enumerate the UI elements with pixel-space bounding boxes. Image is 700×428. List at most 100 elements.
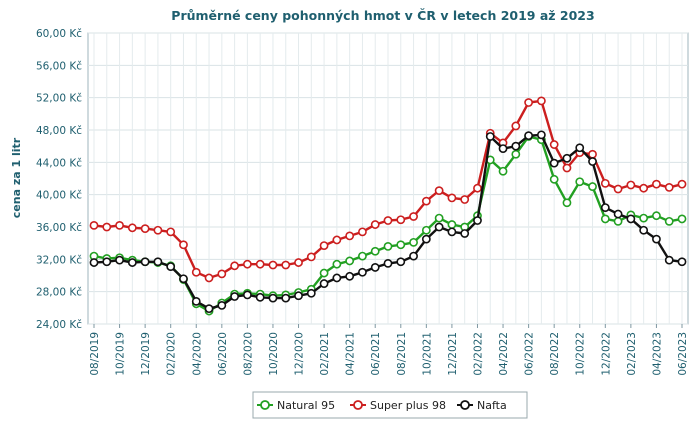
data-point[interactable] bbox=[421, 234, 431, 244]
data-point[interactable] bbox=[626, 214, 636, 224]
data-point[interactable] bbox=[345, 271, 355, 281]
data-point[interactable] bbox=[524, 131, 534, 141]
data-point[interactable] bbox=[140, 257, 150, 267]
data-point[interactable] bbox=[294, 258, 303, 267]
data-point[interactable] bbox=[319, 268, 329, 278]
legend-item[interactable]: Super plus 98 bbox=[350, 399, 446, 412]
data-point[interactable] bbox=[588, 149, 597, 159]
data-point[interactable] bbox=[204, 304, 214, 314]
data-point[interactable] bbox=[191, 267, 201, 277]
data-point[interactable] bbox=[332, 259, 342, 269]
data-point[interactable] bbox=[319, 241, 329, 250]
data-point[interactable] bbox=[562, 153, 572, 163]
data-point[interactable] bbox=[434, 213, 444, 223]
data-point[interactable] bbox=[166, 227, 176, 237]
data-point[interactable] bbox=[588, 182, 597, 191]
data-point[interactable] bbox=[421, 225, 431, 235]
data-point[interactable] bbox=[652, 179, 661, 189]
data-point[interactable] bbox=[677, 214, 687, 224]
data-point[interactable] bbox=[396, 257, 406, 267]
data-point[interactable] bbox=[549, 140, 559, 149]
legend-item[interactable]: Natural 95 bbox=[257, 399, 335, 412]
data-point[interactable] bbox=[217, 301, 227, 310]
data-point[interactable] bbox=[281, 260, 291, 270]
data-point[interactable] bbox=[255, 259, 265, 269]
data-point[interactable] bbox=[600, 178, 610, 188]
legend-item[interactable]: Nafta bbox=[457, 399, 507, 412]
data-point[interactable] bbox=[89, 258, 99, 267]
data-point[interactable] bbox=[281, 293, 291, 303]
data-point[interactable] bbox=[89, 220, 99, 230]
data-point[interactable] bbox=[460, 229, 470, 238]
data-point[interactable] bbox=[166, 262, 176, 272]
data-point[interactable] bbox=[639, 225, 649, 235]
data-point[interactable] bbox=[102, 222, 112, 232]
data-point[interactable] bbox=[409, 251, 418, 261]
data-point[interactable] bbox=[613, 216, 623, 226]
data-point[interactable] bbox=[396, 240, 406, 250]
data-point[interactable] bbox=[511, 141, 521, 151]
data-point[interactable] bbox=[242, 259, 252, 269]
data-point[interactable] bbox=[549, 158, 559, 168]
data-point[interactable] bbox=[652, 211, 661, 221]
data-point[interactable] bbox=[613, 209, 623, 219]
data-point[interactable] bbox=[575, 143, 585, 153]
data-point[interactable] bbox=[626, 180, 636, 190]
data-point[interactable] bbox=[600, 214, 610, 224]
data-point[interactable] bbox=[370, 246, 380, 256]
data-point[interactable] bbox=[549, 174, 559, 184]
data-point[interactable] bbox=[434, 222, 444, 232]
data-point[interactable] bbox=[306, 252, 316, 262]
data-point[interactable] bbox=[664, 255, 674, 265]
data-point[interactable] bbox=[268, 260, 278, 270]
data-point[interactable] bbox=[498, 166, 508, 176]
data-point[interactable] bbox=[664, 216, 674, 226]
data-point[interactable] bbox=[179, 274, 188, 284]
data-point[interactable] bbox=[332, 273, 342, 283]
data-point[interactable] bbox=[230, 292, 240, 301]
data-point[interactable] bbox=[153, 257, 163, 267]
data-point[interactable] bbox=[358, 251, 367, 261]
data-point[interactable] bbox=[345, 231, 355, 241]
data-point[interactable] bbox=[102, 257, 112, 267]
data-point[interactable] bbox=[664, 182, 674, 192]
data-point[interactable] bbox=[677, 179, 687, 189]
data-point[interactable] bbox=[677, 257, 687, 267]
data-point[interactable] bbox=[358, 267, 367, 277]
data-point[interactable] bbox=[396, 215, 406, 225]
data-point[interactable] bbox=[473, 183, 482, 193]
data-point[interactable] bbox=[191, 296, 201, 306]
data-point[interactable] bbox=[127, 223, 137, 233]
data-point[interactable] bbox=[447, 193, 457, 203]
data-point[interactable] bbox=[639, 213, 649, 223]
data-point[interactable] bbox=[498, 144, 508, 153]
data-point[interactable] bbox=[473, 216, 482, 225]
data-point[interactable] bbox=[575, 177, 585, 187]
data-point[interactable] bbox=[524, 98, 534, 107]
data-point[interactable] bbox=[562, 163, 572, 173]
data-point[interactable] bbox=[639, 183, 649, 193]
data-point[interactable] bbox=[370, 220, 380, 229]
data-point[interactable] bbox=[306, 288, 316, 298]
data-point[interactable] bbox=[127, 258, 137, 267]
data-point[interactable] bbox=[179, 240, 188, 250]
data-point[interactable] bbox=[447, 220, 457, 229]
data-point[interactable] bbox=[140, 224, 150, 234]
data-point[interactable] bbox=[485, 132, 495, 141]
data-point[interactable] bbox=[204, 273, 214, 283]
data-point[interactable] bbox=[370, 263, 380, 272]
data-point[interactable] bbox=[294, 291, 303, 301]
data-point[interactable] bbox=[409, 212, 418, 221]
data-point[interactable] bbox=[268, 293, 278, 303]
data-point[interactable] bbox=[383, 241, 393, 251]
data-point[interactable] bbox=[511, 149, 521, 159]
data-point[interactable] bbox=[217, 269, 227, 279]
data-point[interactable] bbox=[242, 290, 252, 300]
data-point[interactable] bbox=[255, 292, 265, 302]
data-point[interactable] bbox=[409, 237, 418, 247]
data-point[interactable] bbox=[383, 216, 393, 225]
data-point[interactable] bbox=[332, 235, 342, 245]
data-point[interactable] bbox=[383, 258, 393, 268]
data-point[interactable] bbox=[319, 279, 329, 288]
data-point[interactable] bbox=[345, 256, 355, 266]
